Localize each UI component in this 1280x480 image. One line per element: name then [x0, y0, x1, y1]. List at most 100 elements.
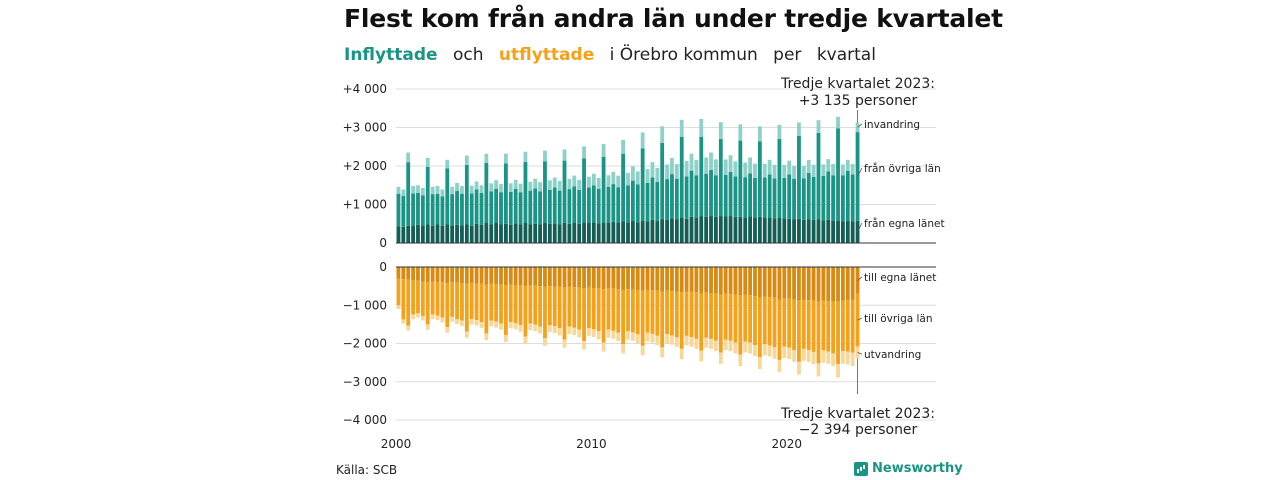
bar-out-own: [797, 267, 801, 301]
bar-in-other: [831, 175, 836, 221]
bar-out-own: [430, 267, 435, 282]
bar-out-own: [577, 267, 582, 288]
bar-out-other: [591, 288, 596, 330]
bar-in-other: [523, 161, 528, 223]
bar-out-own: [718, 267, 723, 295]
bar-out-other: [479, 283, 484, 323]
bar-out-other: [416, 280, 420, 314]
bar-out-other: [841, 300, 845, 352]
bar-in-other: [787, 174, 792, 219]
bar-in-other: [587, 187, 591, 223]
bar-emig: [665, 334, 669, 344]
bar-emig: [411, 314, 415, 320]
y-tick-label-top: +2 000: [343, 159, 387, 173]
bar-emig: [416, 313, 420, 318]
bar-in-own: [591, 222, 596, 243]
bar-in-other: [533, 188, 538, 224]
bar-out-own: [528, 267, 533, 286]
bar-in-own: [411, 226, 415, 243]
bar-immig: [699, 119, 704, 137]
bar-immig: [811, 164, 816, 177]
bar-out-own: [499, 267, 503, 285]
bar-out-own: [650, 267, 655, 291]
bar-in-own: [420, 225, 425, 243]
bar-immig: [674, 164, 679, 179]
annotation-top-line1: Tredje kvartalet 2023:: [780, 76, 935, 92]
bar-out-other: [718, 294, 723, 353]
bar-out-own: [440, 267, 445, 283]
bar-out-own: [494, 267, 499, 285]
bar-in-other: [660, 142, 665, 220]
bar-in-own: [494, 222, 499, 243]
bar-in-other: [572, 186, 577, 223]
bar-in-own: [425, 224, 430, 243]
bar-out-other: [811, 300, 816, 352]
bar-immig: [572, 175, 577, 187]
bar-in-own: [464, 224, 469, 243]
bar-immig: [670, 157, 674, 175]
bar-in-own: [836, 220, 840, 243]
bar-out-other: [538, 286, 542, 327]
bar-out-own: [450, 267, 455, 283]
bar-emig: [630, 332, 635, 341]
bar-in-other: [748, 173, 753, 217]
bar-out-other: [655, 290, 660, 336]
bar-out-own: [635, 267, 640, 290]
bar-out-own: [562, 267, 567, 288]
bar-in-other: [479, 192, 484, 225]
bar-in-other: [396, 193, 401, 227]
bar-out-own: [455, 267, 459, 283]
bar-in-other: [811, 176, 816, 220]
bar-emig: [797, 361, 801, 375]
newsworthy-icon: [854, 461, 868, 476]
bar-out-other: [679, 292, 684, 349]
bar-out-own: [733, 267, 738, 295]
bar-out-other: [616, 289, 621, 333]
bar-in-other: [464, 164, 469, 225]
bar-immig: [855, 122, 860, 133]
bar-in-own: [679, 217, 684, 243]
bar-emig: [816, 363, 821, 377]
bar-out-other: [606, 288, 611, 330]
bar-emig: [425, 324, 430, 330]
bar-emig: [577, 329, 582, 338]
bar-out-other: [821, 300, 826, 351]
bar-emig: [489, 320, 494, 327]
bar-immig: [626, 172, 630, 186]
bar-in-other: [450, 194, 455, 226]
bar-out-other: [425, 282, 430, 325]
bar-immig: [831, 164, 836, 176]
bar-out-other: [845, 300, 850, 352]
bar-in-own: [733, 216, 738, 243]
bar-in-own: [396, 226, 401, 243]
bar-immig: [733, 161, 738, 177]
bar-in-other: [762, 177, 767, 218]
bar-immig: [841, 164, 845, 176]
bar-in-other: [743, 177, 748, 218]
bar-emig: [582, 341, 586, 350]
bar-out-own: [396, 267, 401, 279]
bar-immig: [718, 122, 723, 140]
bar-in-other: [674, 178, 679, 220]
bar-emig: [841, 351, 845, 364]
bar-in-other: [557, 190, 562, 225]
bar-out-own: [543, 267, 547, 287]
bar-in-own: [640, 220, 645, 243]
bar-emig: [464, 331, 469, 338]
bar-out-own: [533, 267, 538, 286]
bar-emig: [572, 327, 577, 336]
subtitle-per: per: [773, 45, 802, 65]
bar-in-own: [655, 221, 660, 244]
bar-in-own: [416, 224, 420, 243]
bar-out-other: [640, 290, 645, 346]
bar-emig: [826, 351, 831, 364]
bar-in-other: [845, 171, 850, 222]
bar-out-other: [420, 281, 425, 316]
bar-in-own: [616, 222, 621, 243]
leader-line: [857, 276, 863, 281]
bar-out-own: [723, 267, 728, 294]
y-tick-label-top: +4 000: [343, 82, 387, 96]
bar-immig: [787, 160, 792, 175]
bar-emig: [792, 350, 796, 362]
